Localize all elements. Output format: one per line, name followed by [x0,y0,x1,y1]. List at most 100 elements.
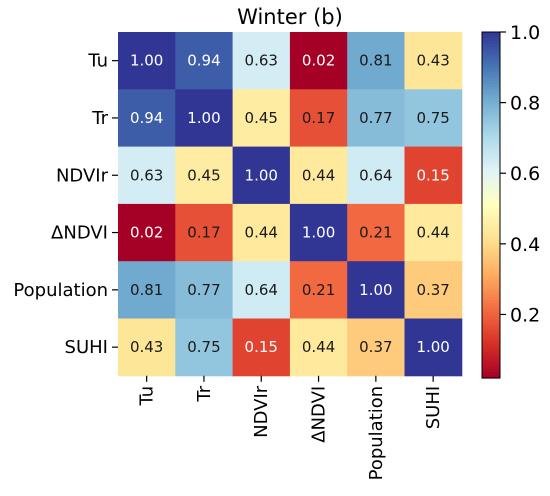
heatmap-cell [175,318,234,377]
column-label: SUHI [423,386,444,429]
colorbar-segment [482,213,500,218]
row-label: ΔNDVI [51,223,108,244]
colorbar-segment [482,363,500,368]
colorbar-segment [482,49,500,53]
colorbar-segment [482,115,500,120]
colorbar-segment [482,78,500,82]
colorbar-segment [482,92,500,97]
colorbar-segment [482,135,500,140]
colorbar-segment [482,158,500,163]
heatmap-cell [175,146,234,205]
colorbar-segment [482,193,500,197]
colorbar-segment [482,314,500,319]
heatmap-cell [289,318,348,377]
column-label: NDVIr [251,385,272,438]
colorbar-segment [482,300,500,304]
colorbar-segment [482,187,500,192]
colorbar-segment [482,317,500,321]
cell-value-label: 0.44 [416,224,449,242]
colorbar-segment [482,89,500,94]
colorbar-tick-label: 0.6 [510,163,540,185]
colorbar-segment [482,308,500,313]
heatmap-cell [404,89,463,148]
colorbar-segment [482,63,500,68]
colorbar-segment [482,228,500,232]
heatmap-cell [175,203,234,262]
colorbar-segment [482,239,500,244]
colorbar-segment [482,104,500,108]
cell-value-label: 0.44 [302,166,335,184]
colorbar-segment [482,230,500,235]
heatmap-cell [232,32,291,90]
cell-value-label: 0.37 [359,338,392,356]
colorbar-segment [482,150,500,154]
colorbar-segment [482,210,500,215]
colorbar-segment [482,72,500,76]
cell-value-label: 0.45 [245,109,278,127]
cell-value-label: 0.75 [416,109,449,127]
cell-value-label: 0.64 [359,166,392,184]
chart-title: Winter (b) [237,5,343,29]
colorbar-segment [482,196,500,200]
colorbar-tick-label: 0.8 [510,93,540,115]
heatmap-cell [232,89,291,148]
colorbar-segment [482,354,500,359]
colorbar-segment [482,305,500,310]
colorbar-segment [482,225,500,229]
heatmap-cell [347,32,405,90]
colorbar-segment [482,181,500,186]
colorbar-segment [482,60,500,65]
cell-value-label: 1.00 [416,338,449,356]
row-label: SUHI [65,337,108,358]
colorbar-segment [482,265,500,270]
heatmap-cell [347,261,405,319]
heatmap-cell [289,146,348,205]
heatmap-cell [347,146,405,205]
cell-value-label: 1.00 [130,52,163,70]
colorbar-segment [482,279,500,284]
colorbar-segment [482,352,500,356]
colorbar-segment [482,34,500,39]
heatmap-cell [232,318,291,377]
colorbar-segment [482,138,500,143]
heatmap-cell [289,89,348,148]
colorbar-segment [482,179,500,183]
cell-value-label: 1.00 [187,109,220,127]
colorbar-segment [482,98,500,102]
colorbar-segment [482,130,500,134]
heatmap-cell [289,32,348,90]
row-label: Population [13,280,108,301]
heatmap-cell [232,261,291,319]
cell-value-label: 0.94 [187,52,220,70]
colorbar-frame [481,31,501,379]
colorbar-segment [482,242,500,246]
colorbar-segment [482,106,500,111]
colorbar-segment [482,328,500,333]
colorbar-segment [482,37,500,42]
colorbar-segment [482,46,500,50]
colorbar-segment [482,176,500,180]
cell-value-label: 0.17 [187,224,220,242]
colorbar-segment [482,144,500,148]
column-label: ΔNDVI [309,386,330,443]
colorbar-segment [482,236,500,241]
column-label: Tr [194,385,215,402]
heatmap-cell [118,89,176,148]
colorbar-segment [482,118,500,122]
cell-value-label: 0.63 [130,166,163,184]
cell-value-label: 0.81 [130,281,163,299]
colorbar-segment [482,83,500,88]
cell-value-label: 0.15 [245,338,278,356]
colorbar-segment [482,86,500,91]
colorbar-segment [482,331,500,336]
colorbar-segment [482,121,500,125]
heatmap-cell [118,203,176,262]
colorbar-segment [482,268,500,272]
cell-value-label: 0.75 [187,338,220,356]
colorbar-segment [482,320,500,324]
heatmap-cell [404,146,463,205]
cell-value-label: 0.37 [416,281,449,299]
heatmap-cell [232,146,291,205]
colorbar-segment [482,147,500,151]
